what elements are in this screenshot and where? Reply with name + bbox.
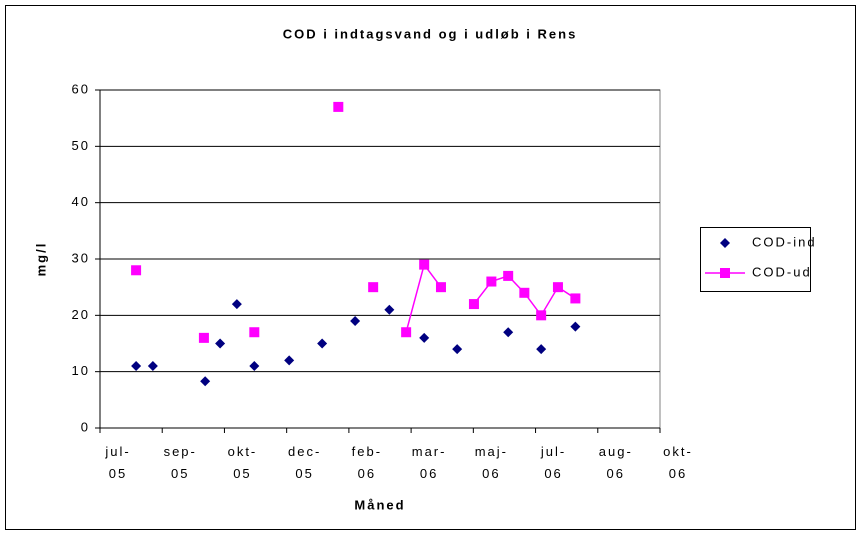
- data-point: [401, 327, 412, 338]
- x-tick-label: aug- 06: [599, 444, 633, 481]
- data-point: [468, 299, 479, 310]
- x-tick-label-line: 06: [544, 466, 562, 481]
- data-point: [419, 259, 430, 270]
- data-point: [215, 338, 226, 349]
- y-tick-label: 30: [72, 250, 90, 265]
- x-tick-label: feb- 06: [352, 444, 382, 481]
- x-tick-label-line: jul-: [104, 444, 130, 459]
- x-tick-label: mar- 06: [412, 444, 447, 481]
- x-tick-label-line: sep-: [164, 444, 197, 459]
- y-tick-label: 20: [72, 307, 90, 322]
- data-point: [200, 376, 211, 387]
- x-tick-label-line: jul-: [540, 444, 566, 459]
- x-tick-label: okt- 06: [663, 444, 693, 481]
- x-tick-label-line: 05: [109, 466, 127, 481]
- data-point: [486, 276, 497, 287]
- x-tick-label-line: okt-: [228, 444, 258, 459]
- chart-title: COD i indtagsvand og i udløb i Rens: [283, 26, 578, 41]
- data-point: [503, 327, 514, 338]
- data-point: [231, 299, 242, 310]
- data-point: [503, 270, 514, 281]
- x-tick-label-line: 06: [420, 466, 438, 481]
- data-point: [570, 293, 581, 304]
- x-tick-label-line: okt-: [663, 444, 693, 459]
- data-point: [131, 361, 142, 372]
- x-axis-title: Måned: [354, 497, 405, 512]
- legend-marker: [720, 268, 730, 278]
- data-point: [350, 315, 361, 326]
- x-tick-label-line: 05: [171, 466, 189, 481]
- legend-box: [700, 227, 811, 292]
- y-tick-label: 40: [72, 194, 90, 209]
- data-point: [419, 332, 430, 343]
- y-tick-label: 60: [72, 81, 90, 96]
- legend-label: COD-ind: [752, 234, 817, 249]
- data-point: [570, 321, 581, 332]
- data-point: [249, 327, 260, 338]
- x-tick-label: jul- 05: [104, 444, 130, 481]
- data-point: [333, 101, 344, 112]
- legend-marker: [720, 238, 730, 248]
- x-tick-label-line: 06: [358, 466, 376, 481]
- x-tick-label: sep- 05: [164, 444, 197, 481]
- data-point: [317, 338, 328, 349]
- x-tick-label-line: 05: [295, 466, 313, 481]
- y-tick-label: 50: [72, 138, 90, 153]
- x-tick-label-line: mar-: [412, 444, 447, 459]
- data-point: [452, 344, 463, 355]
- data-point: [147, 361, 158, 372]
- data-point: [536, 310, 547, 321]
- data-point: [435, 282, 446, 293]
- x-tick-label: jul- 06: [540, 444, 566, 481]
- x-tick-label-line: dec-: [288, 444, 321, 459]
- x-tick-label-line: 05: [233, 466, 251, 481]
- x-tick-label-line: 06: [607, 466, 625, 481]
- data-point: [198, 332, 209, 343]
- x-tick-label: maj- 06: [475, 444, 508, 481]
- data-point: [536, 344, 547, 355]
- legend-label: COD-ud: [752, 264, 812, 279]
- data-point: [519, 287, 530, 298]
- data-point: [284, 355, 295, 366]
- data-point: [384, 304, 395, 315]
- x-tick-label-line: 06: [482, 466, 500, 481]
- data-point: [249, 361, 260, 372]
- data-point: [552, 282, 563, 293]
- y-axis-title: mg/l: [33, 242, 48, 277]
- x-tick-label-line: 06: [669, 466, 687, 481]
- x-tick-label: okt- 05: [228, 444, 258, 481]
- x-tick-label-line: feb-: [352, 444, 382, 459]
- data-point: [368, 282, 379, 293]
- y-tick-label: 0: [81, 419, 90, 434]
- y-tick-label: 10: [72, 363, 90, 378]
- x-tick-label-line: aug-: [599, 444, 633, 459]
- x-tick-label-line: maj-: [475, 444, 508, 459]
- x-tick-label: dec- 05: [288, 444, 321, 481]
- data-point: [131, 265, 142, 276]
